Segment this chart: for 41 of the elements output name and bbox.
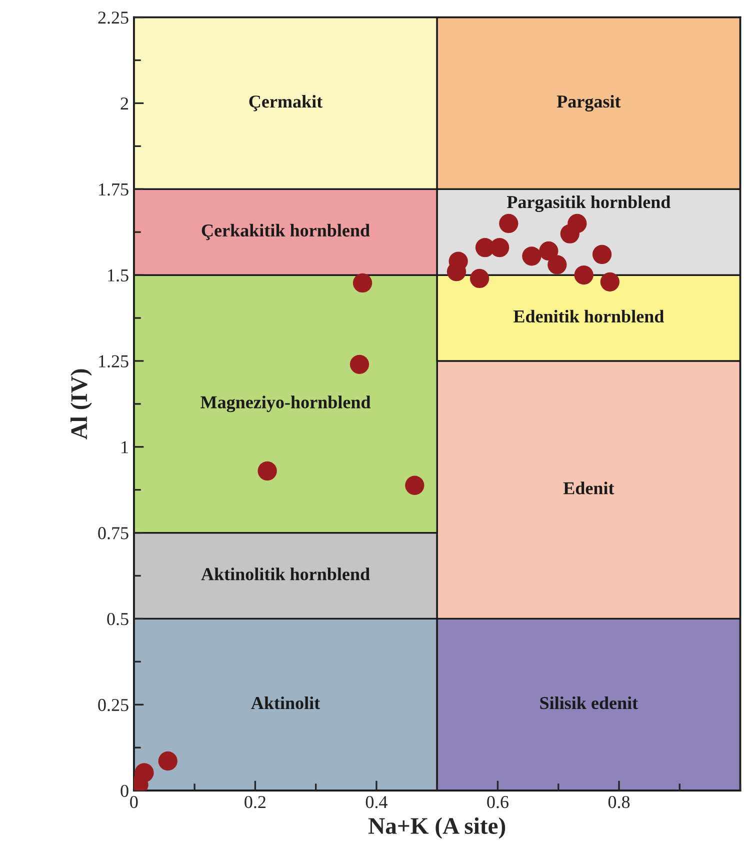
annotation: Pargasit	[556, 94, 621, 112]
annotation: Çermakit	[249, 95, 323, 112]
x-tick-label: 0.4	[366, 796, 388, 808]
annotation: Aktinolit	[251, 696, 320, 710]
y-axis-title: Al (IV)	[70, 369, 92, 440]
annotation: Pargasitik hornblend	[506, 195, 671, 212]
point	[352, 273, 372, 293]
y-tick-label: 0	[120, 784, 128, 797]
x-tick-label: 0.8	[608, 796, 630, 808]
point	[522, 246, 542, 266]
point	[470, 268, 490, 288]
point	[405, 476, 424, 495]
y-tick-label: 0.75	[98, 527, 128, 540]
y-tick-label: 0.25	[98, 698, 128, 712]
y-tick-label: 1.5	[108, 269, 128, 282]
point	[158, 751, 178, 771]
y-tick-label: 1.25	[99, 355, 128, 368]
point	[568, 214, 587, 234]
y-tick-label: 2	[120, 98, 128, 110]
annotation: Aktinolitik hornblend	[201, 568, 370, 580]
point	[548, 255, 567, 274]
x-tick-label: 0.2	[244, 796, 266, 808]
point	[600, 272, 620, 292]
annotation: Edenit	[563, 482, 614, 494]
point	[258, 461, 277, 481]
y-tick-label: 1	[122, 441, 128, 454]
y-tick-label: 1.75	[99, 183, 128, 196]
annotation: Edenitik hornblend	[513, 310, 664, 323]
point	[350, 354, 370, 374]
point	[539, 241, 558, 261]
x-tick-label: 0	[130, 796, 138, 808]
x-axis-title: Na+K (A site)	[368, 817, 506, 839]
point	[574, 265, 594, 285]
point	[499, 214, 518, 234]
annotation: Çerkakitik hornblend	[202, 224, 370, 240]
y-tick-label: 2.25	[98, 12, 128, 24]
x-tick-label: 0.6	[487, 796, 508, 808]
point	[592, 244, 612, 264]
annotation: Magneziyo-hornblend	[200, 396, 371, 412]
annotation: Silisik edenit	[540, 696, 638, 710]
y-tick-label: 0.5	[107, 612, 128, 626]
